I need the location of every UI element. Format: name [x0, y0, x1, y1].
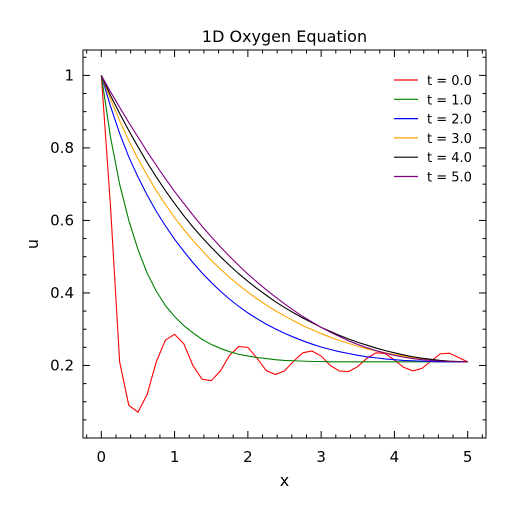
legend-label-3: t = 3.0: [427, 132, 472, 147]
x-tick-label: 0: [97, 448, 107, 466]
x-tick-label: 4: [390, 448, 400, 466]
legend-label-1: t = 1.0: [427, 93, 472, 108]
series-line-0: [100, 75, 468, 414]
x-axis-label: x: [280, 471, 289, 490]
x-tick-label: 1: [170, 448, 180, 466]
y-tick-label: 1: [64, 66, 74, 84]
series-line-5: [100, 75, 468, 363]
y-tick-label: 0.2: [50, 356, 74, 374]
legend-label-4: t = 4.0: [427, 151, 472, 166]
y-tick-label: 0.8: [50, 139, 74, 157]
y-axis-label: u: [23, 239, 42, 249]
series-line-4: [100, 75, 468, 363]
series-line-2: [100, 75, 468, 363]
legend: t = 0.0 t = 1.0 t = 2.0 t = 3.0 t = 4.0 t = 5…: [394, 74, 472, 186]
legend-label-2: t = 2.0: [427, 113, 472, 128]
y-tick-label: 0.4: [50, 284, 74, 302]
plot-frame: [82, 49, 487, 439]
chart-title: 1D Oxygen Equation: [202, 27, 367, 46]
plot-area: [100, 75, 468, 414]
x-tick-label: 5: [463, 448, 473, 466]
y-axis: 0.2 0.4 0.6 0.8 1: [50, 56, 486, 421]
legend-label-5: t = 5.0: [427, 171, 472, 186]
legend-label-0: t = 0.0: [427, 74, 472, 89]
x-tick-label: 3: [316, 448, 326, 466]
series-line-3: [100, 75, 468, 363]
y-tick-label: 0.6: [50, 211, 74, 229]
x-axis: 0 1 2 3 4 5: [86, 50, 483, 466]
series-line-1: [100, 75, 468, 363]
x-tick-label: 2: [243, 448, 253, 466]
